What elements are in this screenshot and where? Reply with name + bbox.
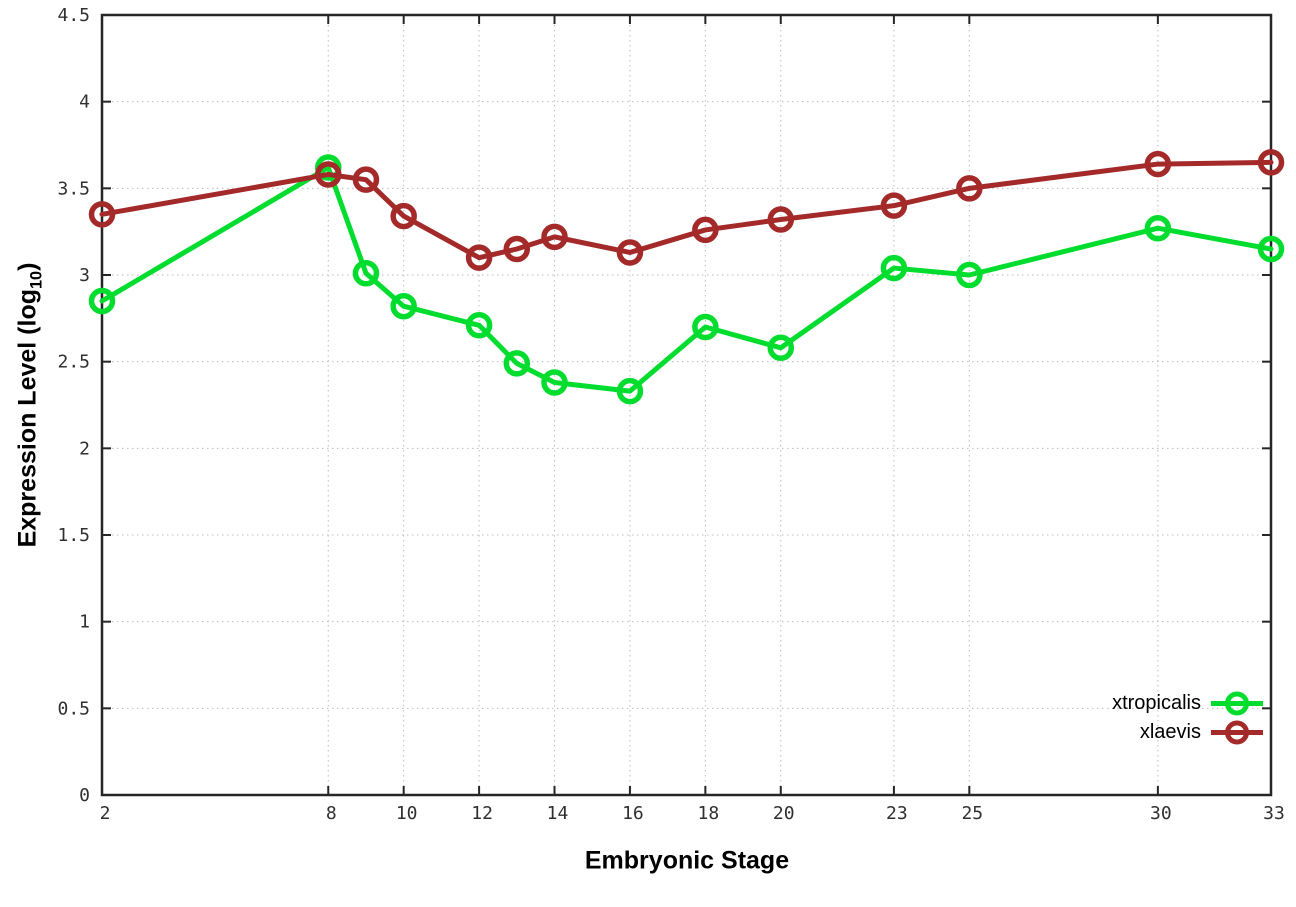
data-point-marker-xtropicalis [1257,235,1285,263]
data-point-marker-xtropicalis [541,369,568,396]
x-tick-label: 18 [698,803,720,824]
y-tick-label: 3 [79,265,90,286]
data-point-marker-xlaevis [616,239,644,266]
data-point-marker-xlaevis [88,201,116,228]
data-point-marker-xtropicalis [616,377,644,405]
data-point-marker-xtropicalis [88,287,116,315]
y-tick-label: 2.5 [57,352,90,373]
data-point-marker-xlaevis [956,175,983,202]
x-tick-label: 8 [326,803,337,824]
y-tick-label: 0 [79,785,90,806]
data-point-marker-xtropicalis [390,292,417,320]
data-point-marker-xlaevis [541,223,568,251]
y-tick-label: 4.5 [57,5,90,26]
y-tick-label: 1.5 [57,525,90,546]
y-tick-label: 3.5 [57,178,90,199]
data-point-marker-xlaevis [692,216,719,244]
data-point-marker-xlaevis [465,244,493,271]
data-point-marker-xtropicalis [503,350,531,377]
data-point-marker-xlaevis [1257,149,1285,176]
data-point-marker-xlaevis [315,161,342,188]
data-point-marker-xtropicalis [767,334,795,362]
data-point-marker-xlaevis [880,192,908,219]
x-tick-label: 10 [396,803,418,824]
data-point-marker-xtropicalis [352,260,380,287]
legend-marker-sample [1211,720,1263,745]
x-tick-label: 33 [1263,803,1285,824]
x-tick-label: 30 [1150,803,1172,824]
x-tick-label: 23 [886,803,908,824]
x-tick-label: 20 [773,803,795,824]
y-tick-label: 0.5 [57,698,90,719]
legend-entry-xtropicalis: xtropicalis [1112,690,1264,717]
plot-border [100,13,1273,797]
data-point-marker-xtropicalis [880,254,908,282]
y-axis-title: Expression Level (log10) [14,263,47,548]
data-point-marker-xtropicalis [1144,214,1172,242]
data-point-marker-xtropicalis [692,313,719,341]
legend-marker-sample [1211,691,1263,716]
legend-entry-xlaevis: xlaevis [1112,719,1264,746]
y-tick-label: 1 [79,612,90,633]
data-point-marker-xtropicalis [956,261,983,289]
x-tick-label: 14 [547,803,569,824]
data-point-marker-xlaevis [1144,150,1172,178]
legend: xtropicalis xlaevis [1112,690,1264,746]
data-point-marker-xtropicalis [465,312,493,339]
data-point-marker-xlaevis [352,166,380,193]
x-axis-title: Embryonic Stage [584,846,790,875]
y-tick-label: 2 [79,438,90,459]
legend-label: xlaevis [1139,721,1201,743]
data-point-marker-xlaevis [390,202,417,230]
x-tick-label: 2 [100,803,111,824]
series-line-xtropicalis [99,165,1274,394]
x-tick-label: 25 [961,803,983,824]
data-point-marker-xlaevis [503,235,531,263]
legend-label: xtropicalis [1112,692,1201,714]
x-tick-label: 16 [622,803,644,824]
data-point-marker-xlaevis [767,206,795,233]
y-tick-label: 4 [79,92,90,113]
y-axis-title-subscript: 10 [27,270,46,289]
x-tick-label: 12 [471,803,493,824]
y-axis-title-text: Expression Level (log [13,288,42,548]
y-axis-title-close: ) [13,262,42,271]
